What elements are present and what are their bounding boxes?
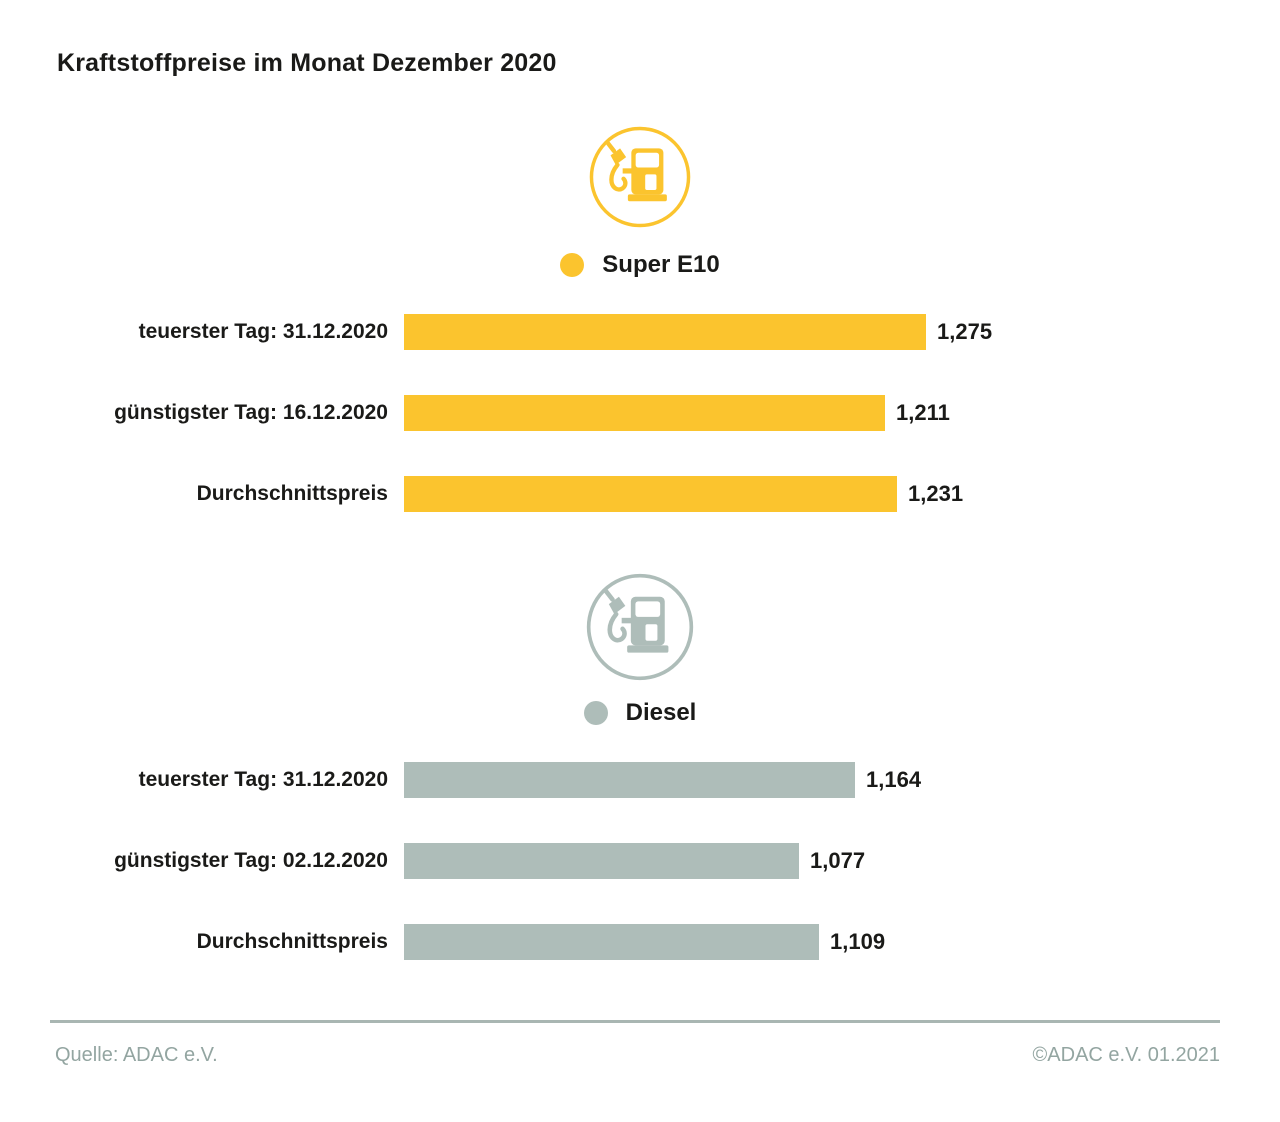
legend-dot-super-icon <box>560 253 585 277</box>
legend-label-super: Super E10 <box>602 251 720 278</box>
chart-title: Kraftstoffpreise im Monat Dezember 2020 <box>57 49 557 77</box>
fuel-pump-super-icon <box>588 125 692 229</box>
bar-row-super-min: günstigster Tag: 16.12.2020 1,211 <box>0 395 950 431</box>
bar-label: günstigster Tag: 02.12.2020 <box>114 849 388 872</box>
bar-label: Durchschnittspreis <box>196 482 388 505</box>
bar-label: günstigster Tag: 16.12.2020 <box>114 401 388 424</box>
bar-value: 1,231 <box>908 481 964 506</box>
legend-dot-diesel-icon <box>583 701 608 725</box>
bar-row-diesel-max: teuerster Tag: 31.12.2020 1,164 <box>0 762 921 798</box>
bar-super-min <box>404 395 885 431</box>
fuel-pump-diesel-icon <box>585 572 695 682</box>
bar-row-diesel-avg: Durchschnittspreis 1,109 <box>0 924 885 960</box>
bar-label: teuerster Tag: 31.12.2020 <box>138 768 388 791</box>
legend-label-diesel: Diesel <box>625 699 697 726</box>
bar-row-diesel-min: günstigster Tag: 02.12.2020 1,077 <box>0 843 865 879</box>
bar-value: 1,275 <box>937 319 993 344</box>
footer-divider <box>50 1020 1220 1023</box>
super-e10-icon-wrap <box>0 125 1280 229</box>
bar-value: 1,109 <box>830 929 886 954</box>
bar-row-super-max: teuerster Tag: 31.12.2020 1,275 <box>0 314 992 350</box>
diesel-icon-wrap <box>0 572 1280 682</box>
legend-diesel: Diesel <box>0 699 1280 727</box>
bar-diesel-min <box>404 843 799 879</box>
bar-super-avg <box>404 476 897 512</box>
bar-row-super-avg: Durchschnittspreis 1,231 <box>0 476 963 512</box>
bar-diesel-avg <box>404 924 819 960</box>
bar-label: teuerster Tag: 31.12.2020 <box>138 320 388 343</box>
bar-value: 1,211 <box>896 400 950 425</box>
bar-diesel-max <box>404 762 855 798</box>
bar-value: 1,164 <box>866 767 922 792</box>
bar-super-max <box>404 314 926 350</box>
bar-value: 1,077 <box>810 848 866 873</box>
footer-copyright-text: ©ADAC e.V. 01.2021 <box>1032 1044 1220 1066</box>
footer-source-text: Quelle: ADAC e.V. <box>55 1044 218 1066</box>
legend-super-e10: Super E10 <box>0 251 1280 279</box>
bar-label: Durchschnittspreis <box>196 930 388 953</box>
